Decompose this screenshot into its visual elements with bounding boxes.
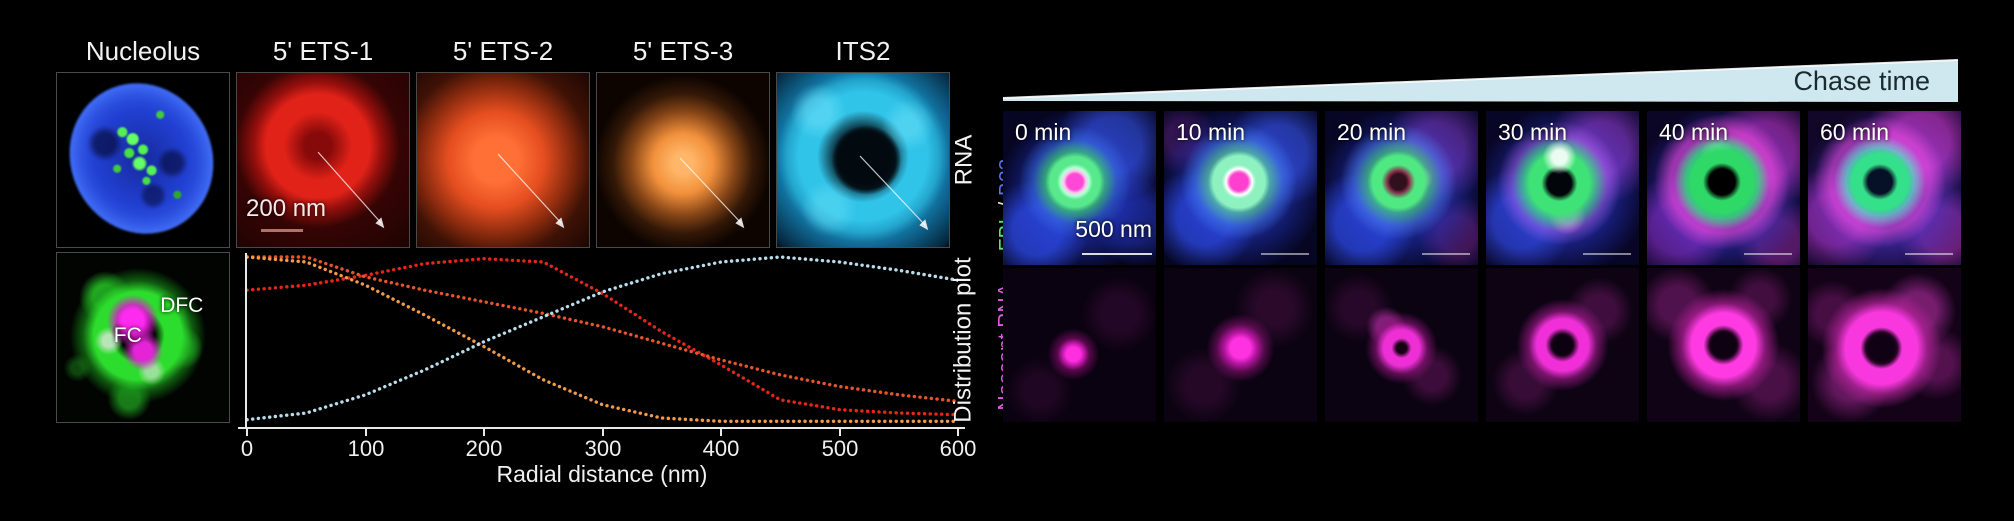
nascent-rna-panel-30min — [1486, 268, 1639, 422]
distribution-plot-label-wrap: Distribution plot — [938, 253, 990, 427]
arrow-annotation-icon — [497, 153, 565, 229]
curve-its2 — [247, 255, 958, 422]
x-tick-mark — [483, 429, 485, 436]
rna-axis-label-wrap: RNA — [938, 72, 990, 248]
x-tick-mark — [957, 429, 959, 436]
arrow-annotation-icon — [859, 155, 929, 231]
scale-bar-200nm — [261, 229, 303, 232]
scale-bar — [1261, 253, 1309, 255]
nascent-rna-panel-0min — [1003, 268, 1156, 422]
nascent-rna-panel-60min — [1808, 268, 1961, 422]
fbl-b23-panel-30min: 30 min — [1486, 111, 1639, 265]
rna-axis-label: RNA — [949, 134, 977, 186]
fbl-b23-panel-60min: 60 min — [1808, 111, 1961, 265]
arrow-annotation-icon — [317, 151, 385, 229]
fbl-b23-panel-0min: 0 min 500 nm — [1003, 111, 1156, 265]
x-tick-label: 400 — [702, 436, 740, 461]
nascent-rna-panel-40min — [1647, 268, 1800, 422]
timepoint-label: 20 min — [1337, 119, 1407, 145]
curve-5ets1 — [247, 256, 958, 417]
dfc-label: DFC — [160, 293, 204, 317]
column-header-nucleolus: Nucleolus — [85, 36, 201, 66]
timepoint-label: 60 min — [1820, 119, 1890, 145]
x-tick-mark — [602, 429, 604, 436]
scale-bar-200nm-label: 200 nm — [246, 195, 327, 222]
nucleolus-image-panel — [56, 72, 230, 248]
x-tick-mark — [839, 429, 841, 436]
distribution-plot-curves — [247, 255, 958, 424]
x-tick-label: 300 — [584, 436, 622, 461]
timepoint-label: 10 min — [1176, 119, 1246, 145]
fc-dfc-image-panel: DFC FC — [56, 252, 230, 423]
x-tick-label: 0 — [240, 436, 254, 461]
scale-bar-500nm-label: 500 nm — [1075, 216, 1152, 242]
column-header-5ets3: 5' ETS-3 — [632, 36, 734, 66]
timepoint-label: 30 min — [1498, 119, 1568, 145]
timepoint-label: 0 min — [1015, 119, 1072, 145]
column-header-5ets2: 5' ETS-2 — [452, 36, 554, 66]
curve-5ets2 — [247, 255, 958, 404]
plot-x-axis — [238, 427, 965, 429]
scale-bar — [1583, 253, 1631, 255]
5ets1-image-panel: 200 nm — [236, 72, 410, 248]
5ets3-image-panel — [596, 72, 770, 248]
chase-time-wedge — [1003, 59, 1959, 102]
chase-time-label: Chase time — [1793, 66, 1930, 96]
x-tick-label: 200 — [465, 436, 503, 461]
timepoint-label: 40 min — [1659, 119, 1729, 145]
arrow-annotation-icon — [679, 157, 745, 229]
x-tick-label: 100 — [347, 436, 385, 461]
x-tick-mark — [720, 429, 722, 436]
column-header-5ets1: 5' ETS-1 — [272, 36, 374, 66]
column-header-its2: ITS2 — [835, 36, 891, 66]
scale-bar — [1422, 253, 1470, 255]
its2-image-panel — [776, 72, 950, 248]
fc-label: FC — [113, 323, 142, 347]
distribution-plot-label: Distribution plot — [950, 257, 978, 423]
fibrillarin-speckles-art — [57, 73, 229, 247]
fbl-b23-panel-40min: 40 min — [1647, 111, 1800, 265]
5ets2-image-panel — [416, 72, 590, 248]
x-tick-mark — [365, 429, 367, 436]
scale-bar — [1744, 253, 1792, 255]
x-tick-label: 500 — [821, 436, 859, 461]
fbl-b23-panel-20min: 20 min — [1325, 111, 1478, 265]
x-axis-title: Radial distance (nm) — [496, 461, 708, 487]
plot-y-axis — [245, 253, 247, 429]
scale-bar-500nm — [1082, 253, 1152, 255]
scale-bar — [1905, 253, 1953, 255]
fbl-b23-panel-10min: 10 min — [1164, 111, 1317, 265]
curve-5ets3 — [247, 255, 958, 424]
x-tick-mark — [246, 429, 248, 436]
nascent-rna-panel-20min — [1325, 268, 1478, 422]
x-tick-label: 600 — [939, 436, 977, 461]
nascent-rna-panel-10min — [1164, 268, 1317, 422]
